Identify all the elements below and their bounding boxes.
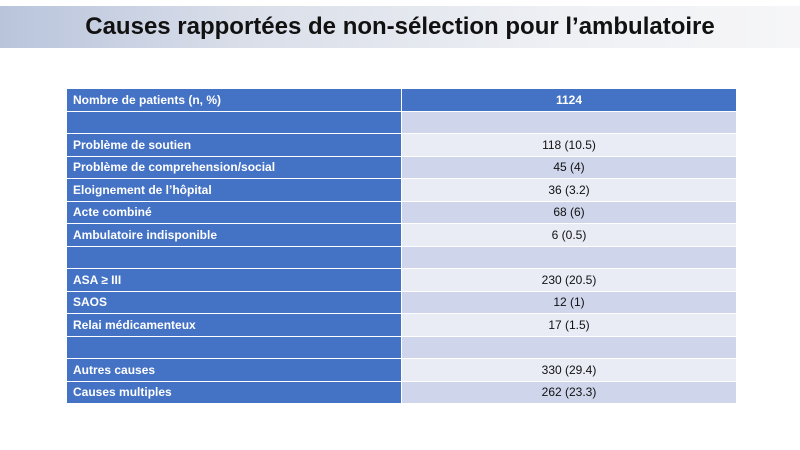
row-label-cell — [66, 110, 402, 134]
row-value-cell — [401, 110, 737, 134]
row-value-cell — [401, 245, 737, 269]
table-row: Autres causes 330 (29.4) — [66, 358, 737, 382]
table-row: ASA ≥ III 230 (20.5) — [66, 268, 737, 292]
row-value-cell: 36 (3.2) — [401, 178, 737, 202]
row-value-cell: 118 (10.5) — [401, 133, 737, 157]
row-label-cell: Problème de comprehension/social — [66, 155, 402, 179]
table-header-row: Nombre de patients (n, %) 1124 — [66, 88, 737, 112]
row-label-cell: Ambulatoire indisponible — [66, 223, 402, 247]
title-bar: Causes rapportées de non-sélection pour … — [0, 6, 800, 48]
row-label-cell: Causes multiples — [66, 380, 402, 404]
row-value-cell: 45 (4) — [401, 155, 737, 179]
header-value-cell: 1124 — [401, 88, 737, 112]
row-label-cell: Relai médicamenteux — [66, 313, 402, 337]
header-label-cell: Nombre de patients (n, %) — [66, 88, 402, 112]
table-row: Acte combiné 68 (6) — [66, 200, 737, 224]
row-value-cell: 12 (1) — [401, 290, 737, 314]
table-row — [66, 245, 737, 269]
row-label-cell — [66, 335, 402, 359]
row-label-cell: ASA ≥ III — [66, 268, 402, 292]
row-value-cell: 68 (6) — [401, 200, 737, 224]
causes-table: Nombre de patients (n, %) 1124 Problème … — [66, 88, 737, 404]
row-value-cell: 230 (20.5) — [401, 268, 737, 292]
table-row: Relai médicamenteux 17 (1.5) — [66, 313, 737, 337]
table-row: Ambulatoire indisponible 6 (0.5) — [66, 223, 737, 247]
row-value-cell: 330 (29.4) — [401, 358, 737, 382]
table-row: Problème de soutien 118 (10.5) — [66, 133, 737, 157]
table-row — [66, 110, 737, 134]
row-value-cell — [401, 335, 737, 359]
row-label-cell — [66, 245, 402, 269]
table-row: SAOS 12 (1) — [66, 290, 737, 314]
table-row — [66, 335, 737, 359]
row-label-cell: SAOS — [66, 290, 402, 314]
row-value-cell: 6 (0.5) — [401, 223, 737, 247]
table-row: Causes multiples 262 (23.3) — [66, 380, 737, 404]
row-value-cell: 262 (23.3) — [401, 380, 737, 404]
table-row: Eloignement de l’hôpital 36 (3.2) — [66, 178, 737, 202]
row-label-cell: Acte combiné — [66, 200, 402, 224]
row-label-cell: Autres causes — [66, 358, 402, 382]
page-title: Causes rapportées de non-sélection pour … — [85, 13, 715, 40]
row-label-cell: Eloignement de l’hôpital — [66, 178, 402, 202]
row-label-cell: Problème de soutien — [66, 133, 402, 157]
row-value-cell: 17 (1.5) — [401, 313, 737, 337]
table-row: Problème de comprehension/social 45 (4) — [66, 155, 737, 179]
